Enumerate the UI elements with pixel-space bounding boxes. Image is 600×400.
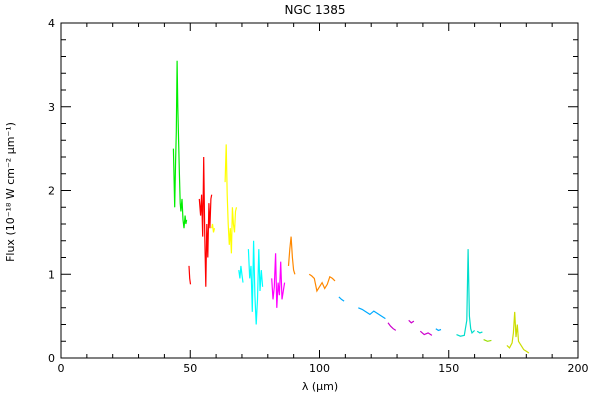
y-tick-label: 2	[48, 185, 55, 198]
y-tick-label: 3	[48, 101, 55, 114]
x-tick-label: 50	[183, 362, 197, 375]
y-axis-label: Flux (10⁻¹⁸ W cm⁻² μm⁻¹)	[4, 122, 17, 262]
spectrum-segment	[271, 253, 286, 308]
spectrum-segment	[408, 319, 415, 324]
y-tick-label: 1	[48, 268, 55, 281]
spectrum-segment	[211, 223, 216, 233]
spectrum-segment	[338, 296, 345, 302]
plot-frame	[60, 22, 579, 359]
x-tick-label: 150	[438, 362, 459, 375]
spectrum-segment	[308, 273, 336, 293]
y-tick-label: 4	[48, 17, 55, 30]
x-tick-label: 0	[58, 362, 65, 375]
spectrum-segment	[172, 60, 188, 229]
spectrum-segment	[435, 328, 442, 332]
series-group	[172, 60, 530, 354]
x-axis-label: λ (μm)	[302, 380, 338, 393]
spectrum-segment	[419, 330, 433, 336]
axis-ticks: 0 50 100 150 200 0 1 2 3 4	[48, 17, 589, 375]
spectrum-segment	[506, 311, 530, 354]
x-tick-label: 100	[309, 362, 330, 375]
chart-title: NGC 1385	[284, 3, 345, 17]
spectrum-segment	[483, 339, 492, 342]
spectrum-segment	[358, 307, 386, 320]
spectrum-segment	[456, 249, 476, 337]
spectrum-segment	[387, 322, 397, 331]
spectrum-segment	[247, 240, 264, 325]
y-tick-label: 0	[48, 352, 55, 365]
spectrum-segment	[224, 144, 238, 254]
spectrum-segment	[198, 156, 213, 287]
x-tick-label: 200	[568, 362, 589, 375]
spectrum-segment	[287, 236, 296, 275]
spectrum-segment	[188, 265, 192, 285]
spectrum-segment	[238, 265, 244, 283]
spectrum-segment	[476, 330, 483, 334]
